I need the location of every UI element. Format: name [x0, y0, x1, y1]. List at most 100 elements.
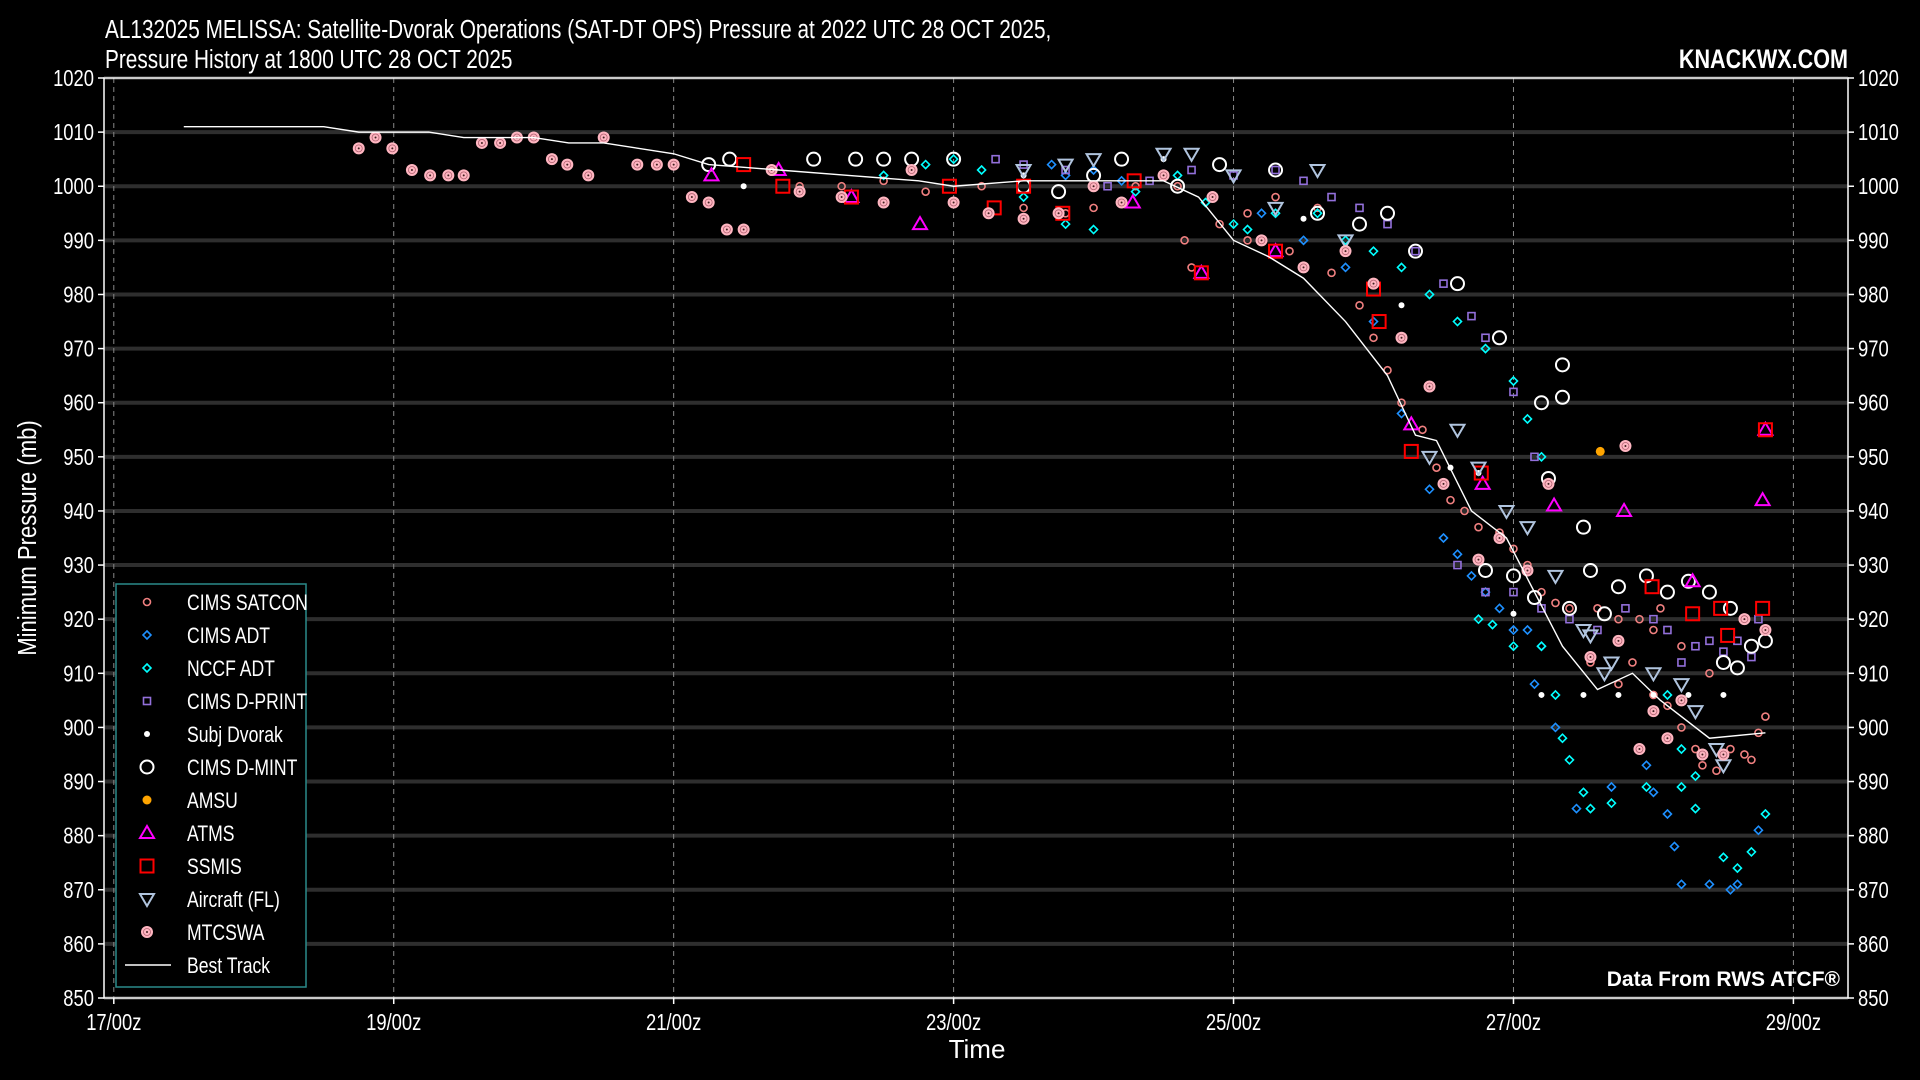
- subj-dvorak-point: [1650, 691, 1657, 698]
- nccf-adt-point: [1732, 862, 1743, 874]
- nccf-adt-point: [1690, 803, 1701, 814]
- series-atms: [702, 161, 1775, 588]
- ssmis-point: [1685, 606, 1701, 622]
- y-tick-label-right: 970: [1858, 337, 1889, 362]
- nccf-adt-point: [920, 159, 931, 170]
- nccf-adt-point: [1088, 224, 1099, 235]
- target-ring: [426, 171, 435, 180]
- target-center: [1526, 569, 1529, 572]
- target-ring: [1649, 707, 1658, 716]
- cims-adt-point: [1116, 175, 1127, 186]
- nccf-adt-point: [1242, 224, 1253, 235]
- cims-adt-point: [1550, 722, 1561, 733]
- cims-d-mint-point: [1449, 276, 1465, 292]
- legend-marker: [141, 629, 153, 641]
- cims-satcon-point: [1355, 300, 1364, 310]
- cims-d-mint-point: [1533, 395, 1549, 411]
- target-center: [1743, 618, 1746, 621]
- series-mtcswa: [352, 131, 1772, 761]
- nccf-adt-point: [1564, 754, 1575, 766]
- aircraft-fl-point: [1154, 147, 1173, 163]
- cims-d-print-point: [1705, 636, 1714, 646]
- ssmis-point: [1720, 627, 1736, 643]
- target-center: [391, 147, 394, 150]
- x-tick-label: 27/00z: [1486, 1010, 1541, 1035]
- aircraft-fl-point: [1266, 201, 1285, 217]
- cims-d-mint-point: [1743, 638, 1759, 654]
- series-nccf-adt: [878, 154, 1771, 874]
- nccf-adt-point: [1585, 803, 1596, 814]
- target-center: [672, 163, 675, 166]
- nccf-adt-point: [878, 170, 889, 181]
- subj-dvorak-point: [1510, 610, 1517, 617]
- target-center: [655, 163, 658, 166]
- cims-adt-point: [1732, 879, 1743, 890]
- atms-point: [1683, 572, 1702, 588]
- cims-satcon-point: [1565, 604, 1574, 613]
- cims-satcon-point: [1089, 203, 1098, 213]
- nccf-adt-point: [1452, 316, 1463, 327]
- target-ring: [1208, 193, 1217, 201]
- amsu-point: [1595, 446, 1605, 456]
- mtcswa-point: [877, 196, 890, 209]
- cims-d-print-point: [1187, 165, 1196, 175]
- cims-adt-point: [1641, 760, 1652, 771]
- target-center: [1624, 445, 1627, 447]
- cims-adt-point: [1753, 825, 1764, 836]
- target-center: [1617, 639, 1620, 642]
- aircraft-fl-point: [1308, 164, 1327, 179]
- target-ring: [984, 209, 993, 218]
- cims-satcon-point: [1691, 744, 1700, 754]
- nccf-adt-point: [1060, 218, 1071, 230]
- target-center: [1666, 737, 1669, 740]
- cims-satcon-point: [1446, 495, 1455, 505]
- target-ring: [1719, 750, 1728, 759]
- x-tick-label: 21/00z: [646, 1010, 701, 1035]
- cims-satcon-point: [1747, 755, 1756, 765]
- target-ring: [739, 225, 748, 234]
- ssmis-point: [1016, 178, 1032, 194]
- mtcswa-point: [1052, 207, 1065, 220]
- mtcswa-point: [561, 158, 574, 171]
- target-center: [1589, 656, 1592, 659]
- target-ring: [1299, 263, 1308, 272]
- series-best-track: [183, 126, 1766, 739]
- legend-label: AMSU: [187, 789, 238, 813]
- target-ring: [1054, 209, 1063, 218]
- legend-label: MTCSWA: [187, 921, 265, 945]
- cims-satcon-point: [1369, 333, 1378, 343]
- ssmis-point: [775, 178, 791, 194]
- target-center: [587, 174, 590, 177]
- target-center: [1498, 537, 1501, 539]
- nccf-adt-point: [1578, 787, 1589, 798]
- subj-dvorak-point: [740, 183, 747, 190]
- target-center: [690, 196, 693, 199]
- target-ring: [1663, 734, 1672, 743]
- nccf-adt-point: [976, 164, 987, 176]
- cims-adt-point: [1046, 159, 1057, 170]
- mtcswa-point: [442, 169, 455, 182]
- target-center: [707, 201, 710, 204]
- y-tick-label-right: 940: [1858, 499, 1889, 524]
- target-ring: [408, 166, 416, 174]
- aircraft-fl-point: [1546, 569, 1565, 585]
- mtcswa-point: [1395, 331, 1408, 344]
- nccf-adt-point: [1536, 641, 1547, 652]
- target-center: [1428, 385, 1431, 388]
- cims-d-mint-point: [1561, 600, 1577, 616]
- cims-satcon-point: [1726, 744, 1735, 754]
- target-ring: [1257, 236, 1266, 245]
- target-center: [1764, 629, 1767, 631]
- legend-item-nccf-adt: NCCF ADT: [141, 657, 275, 682]
- legend-item-atms: ATMS: [138, 822, 235, 847]
- cims-satcon-point: [1131, 181, 1140, 191]
- series-cims-adt: [1046, 159, 1764, 895]
- target-ring: [1586, 653, 1595, 661]
- y-tick-label-right: 880: [1858, 824, 1889, 849]
- cims-satcon-point: [1740, 750, 1749, 759]
- axes: 850 850 860 860 870 870 880 880 890 890 900 900 910 9…: [53, 66, 1899, 1035]
- mtcswa-point: [1717, 748, 1730, 761]
- cims-d-mint-point: [1596, 606, 1612, 622]
- cims-d-mint-point: [1352, 216, 1368, 232]
- cims-satcon-point: [837, 181, 846, 191]
